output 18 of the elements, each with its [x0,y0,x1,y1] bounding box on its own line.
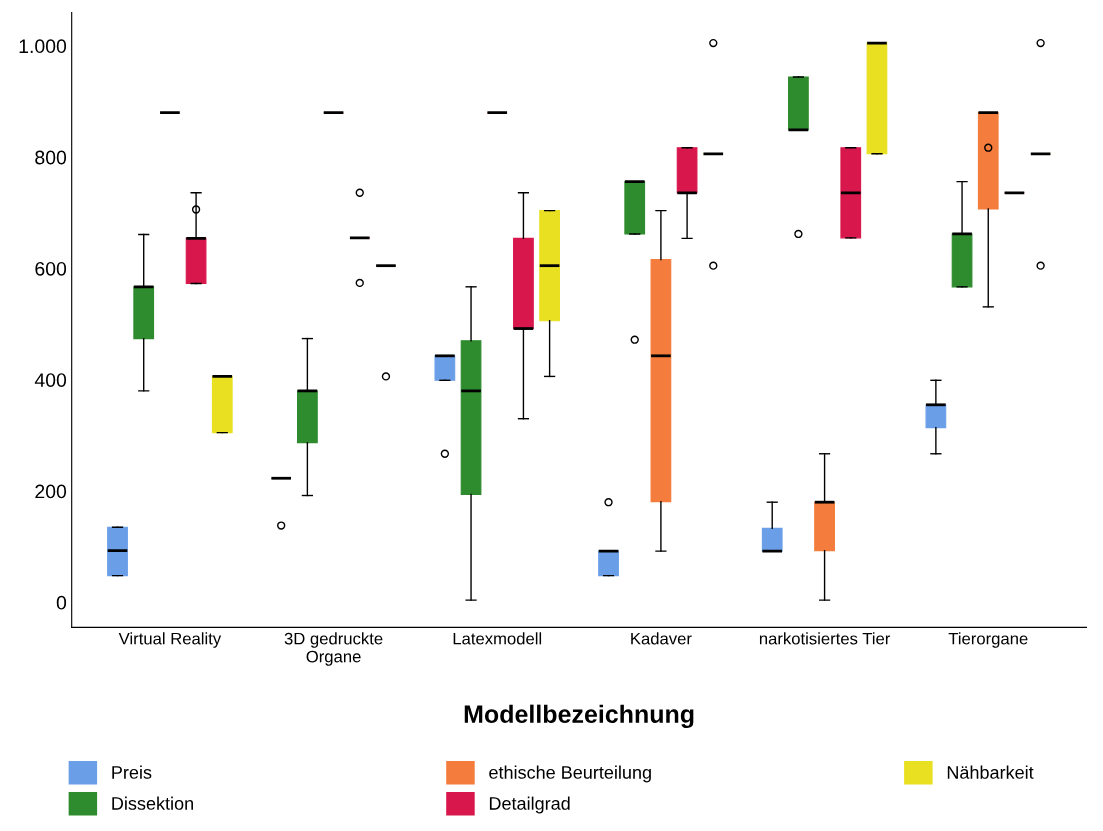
legend-label: Dissektion [112,796,193,810]
x-tick-label: narkotisiertes Tier [759,632,891,645]
x-tick-label: Kadaver [631,632,692,645]
legend-label: Nähbarkeit [947,765,1034,779]
x-tick-label: Virtual Reality [118,632,222,648]
x-tick-label: Tierorgane [948,632,1028,648]
y-tick-label: 0 [56,595,67,610]
x-tick-label: Latexmodell [453,632,542,645]
x-axis-title: Modellbezeichnung [464,704,694,729]
y-tick-label: 800 [35,150,67,165]
legend-label: Preis [112,765,152,779]
legend-label: ethische Beurteilung [489,765,651,783]
x-tick-label: 3D gedruckte Organe [284,632,383,666]
legend-label: Detailgrad [489,796,570,814]
y-tick-label: 600 [35,261,67,276]
y-tick-label: 1.000 [19,39,67,54]
y-tick-label: 400 [34,373,67,387]
y-tick-label: 200 [35,484,67,499]
